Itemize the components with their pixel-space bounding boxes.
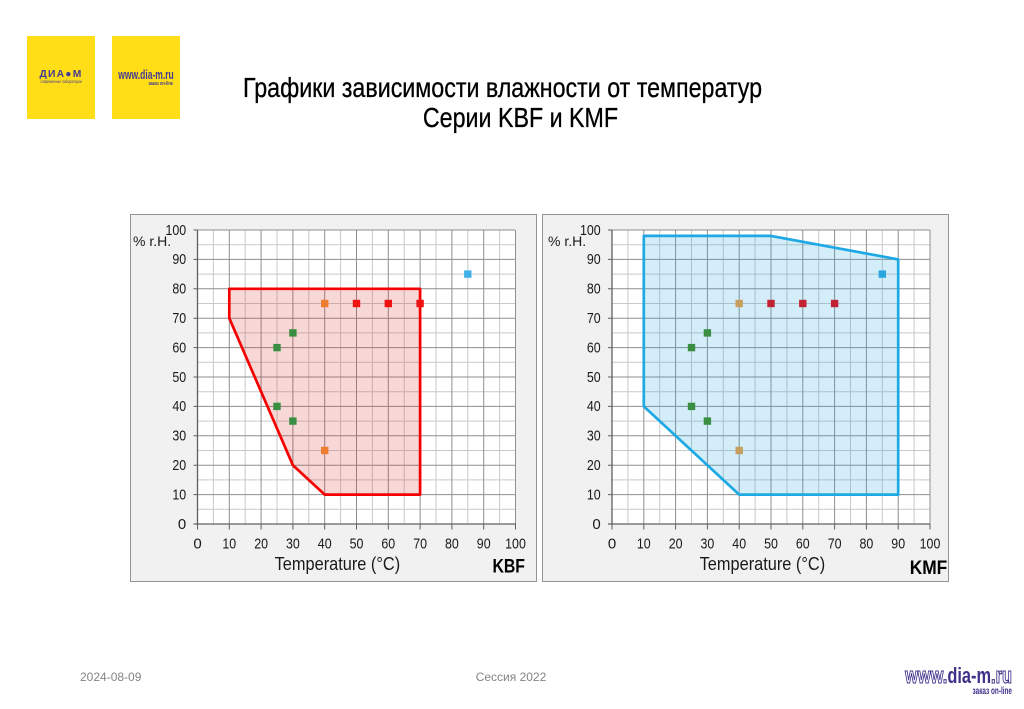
svg-text:20: 20 [669,536,683,553]
svg-text:20: 20 [172,457,186,474]
svg-text:Temperature (°C): Temperature (°C) [275,554,401,574]
svg-text:10: 10 [637,536,651,553]
svg-text:50: 50 [350,536,364,553]
svg-text:20: 20 [254,536,268,553]
svg-text:90: 90 [587,251,601,268]
svg-text:90: 90 [477,536,491,553]
svg-text:60: 60 [381,536,395,553]
svg-text:KBF: KBF [492,556,525,578]
svg-text:80: 80 [172,281,186,298]
svg-text:100: 100 [920,536,941,553]
svg-text:40: 40 [172,398,186,415]
svg-text:70: 70 [828,536,842,553]
svg-text:70: 70 [587,310,601,327]
svg-text:10: 10 [172,486,186,503]
svg-text:80: 80 [587,281,601,298]
svg-text:90: 90 [172,251,186,268]
svg-text:30: 30 [701,536,715,553]
svg-text:50: 50 [587,369,601,386]
svg-text:0: 0 [608,536,616,553]
svg-text:50: 50 [172,369,186,386]
svg-text:70: 70 [172,310,186,327]
svg-text:90: 90 [891,536,905,553]
svg-text:0: 0 [193,536,201,553]
svg-text:100: 100 [166,222,187,239]
svg-text:100: 100 [505,536,526,553]
svg-text:60: 60 [172,339,186,356]
svg-text:10: 10 [587,486,601,503]
svg-text:10: 10 [222,536,236,553]
svg-text:0: 0 [592,516,600,533]
svg-text:KMF: KMF [910,557,948,579]
svg-text:30: 30 [172,428,186,445]
svg-text:60: 60 [796,536,810,553]
svg-text:50: 50 [764,536,778,553]
svg-text:80: 80 [445,536,459,553]
svg-text:20: 20 [587,457,601,474]
svg-text:30: 30 [286,536,300,553]
svg-text:40: 40 [318,536,332,553]
svg-text:40: 40 [732,536,746,553]
svg-text:% r.H.: % r.H. [548,233,586,249]
svg-text:40: 40 [587,398,601,415]
svg-text:0: 0 [178,516,186,533]
svg-text:% r.H.: % r.H. [133,233,171,249]
svg-text:100: 100 [580,222,601,239]
svg-text:30: 30 [587,428,601,445]
svg-text:60: 60 [587,339,601,356]
svg-text:Temperature (°C): Temperature (°C) [700,554,826,574]
svg-text:70: 70 [413,536,427,553]
svg-text:80: 80 [860,536,874,553]
